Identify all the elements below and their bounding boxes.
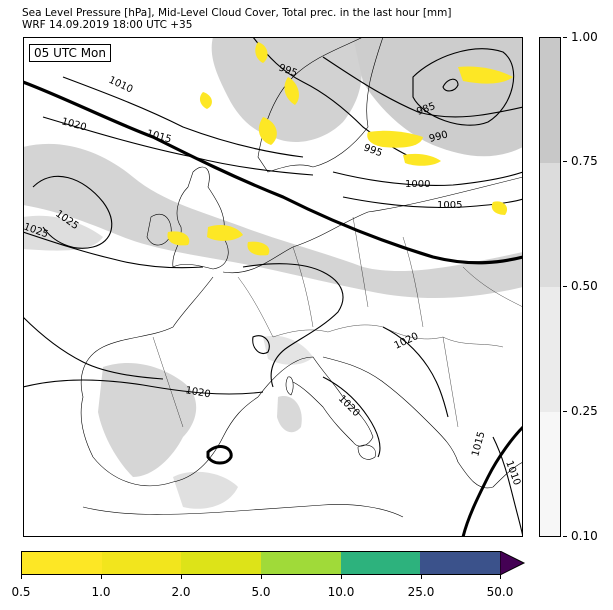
isobar-985-small	[442, 78, 459, 92]
precip-uk	[167, 231, 190, 246]
isobar-1020-west	[23, 316, 164, 380]
precip-channel	[207, 224, 243, 241]
coast-britain	[172, 166, 229, 270]
isobar-985-ring	[412, 48, 515, 126]
cloud-area-northeast	[353, 37, 523, 157]
coast-corsica	[285, 376, 294, 396]
cloud-tick-label: 0.10	[571, 529, 598, 543]
precip-tick-label: 10.0	[327, 585, 355, 599]
precip-tick-label: 1.0	[91, 585, 111, 599]
cloud-tick	[563, 37, 567, 38]
precip-bin-3	[181, 552, 262, 574]
precip-tick-label: 0.5	[11, 585, 31, 599]
precip-baltic-2	[403, 153, 441, 166]
isobar-1005	[342, 196, 523, 209]
coast-north-africa	[82, 504, 404, 518]
precip-tick-label: 25.0	[407, 585, 435, 599]
isobar-1010	[62, 76, 304, 158]
precip-colorbar-extend-arrow	[500, 551, 526, 575]
precip-tick	[21, 575, 22, 579]
precip-tick-label: 5.0	[251, 585, 271, 599]
coast-italy	[257, 356, 374, 447]
isobar-1020-iberia	[23, 379, 264, 395]
precip-bin-6	[420, 552, 501, 574]
map-frame	[23, 37, 523, 537]
map-canvas: 1010 995 1020 1015 985 990 995 1000 1005…	[23, 37, 523, 537]
coast-adriatic	[322, 356, 434, 428]
isobar-1000	[332, 171, 523, 186]
coast-balkans	[432, 426, 523, 489]
chart-subtitle: WRF 14.09.2019 18:00 UTC +35	[22, 19, 193, 31]
precip-bin-5	[340, 552, 421, 574]
precip-norway-3	[199, 92, 212, 109]
cloud-area-iberia	[98, 362, 197, 477]
cloud-tick	[563, 161, 567, 162]
precip-tick	[500, 575, 501, 579]
precip-finland	[458, 66, 513, 84]
precip-tick	[261, 575, 262, 579]
cloud-cover-colorbar	[539, 37, 561, 537]
precip-bin-2	[101, 552, 182, 574]
isobar-1020-closed	[252, 335, 270, 355]
isobar-1020-italy	[322, 376, 381, 458]
isobar-1015-thick	[23, 80, 523, 265]
precip-bin-4	[261, 552, 341, 574]
isobar-990	[322, 56, 523, 118]
precip-colorbar	[21, 551, 501, 575]
valid-time-label: 05 UTC Mon	[29, 44, 111, 62]
cloud-area-sardinia	[277, 396, 302, 433]
precip-tick-label: 50.0	[486, 585, 514, 599]
cloud-tick	[563, 536, 567, 537]
isobar-label-990: 990	[428, 129, 449, 145]
precip-sweden	[258, 117, 277, 145]
cloud-bin-4	[540, 411, 560, 536]
cloud-bin-1	[540, 38, 560, 163]
precip-norway-1	[255, 42, 268, 63]
cloud-area-iberia-south	[173, 471, 238, 509]
cloud-bin-3	[540, 287, 560, 412]
isobar-label-1020-iberia: 1020	[184, 385, 211, 400]
cloud-tick-label: 0.50	[571, 279, 598, 293]
cloud-area-west	[23, 215, 103, 251]
coast-sicily	[357, 444, 376, 460]
precip-baltic-1	[367, 130, 423, 148]
cloud-cover-layer	[23, 37, 523, 509]
precip-benelux	[247, 241, 270, 256]
cloud-area-atlantic	[23, 143, 523, 299]
weather-map: 1010 995 1020 1015 985 990 995 1000 1005…	[23, 37, 523, 537]
borders	[152, 216, 523, 428]
precip-tick	[421, 575, 422, 579]
cloud-tick	[563, 411, 567, 412]
precip-bin-1	[22, 552, 102, 574]
isobar-label-1000: 1000	[405, 179, 430, 190]
isobar-thick-africa	[206, 445, 233, 465]
cloud-tick-label: 1.00	[571, 30, 598, 44]
precip-tick	[181, 575, 182, 579]
precip-layer	[167, 42, 513, 256]
cloud-tick	[563, 286, 567, 287]
isobar-1020-north	[42, 116, 314, 176]
isobar-1020-balkan	[382, 326, 449, 418]
isobar-1020-central	[242, 263, 344, 388]
precip-tick	[101, 575, 102, 579]
isobar-1025-west	[23, 231, 204, 269]
cloud-bin-2	[540, 162, 560, 287]
isobar-label-1005: 1005	[437, 200, 462, 211]
precip-tick	[341, 575, 342, 579]
isobar-1025	[32, 175, 113, 249]
precip-east	[491, 201, 508, 215]
cloud-area-central	[263, 335, 313, 365]
cloud-tick-label: 0.25	[571, 404, 598, 418]
isobar-1015-thick-east	[461, 425, 523, 537]
precip-tick-label: 2.0	[171, 585, 191, 599]
cloud-tick-label: 0.75	[571, 154, 598, 168]
precip-norway-2	[284, 77, 299, 105]
chart-title: Sea Level Pressure [hPa], Mid-Level Clou…	[22, 7, 452, 19]
